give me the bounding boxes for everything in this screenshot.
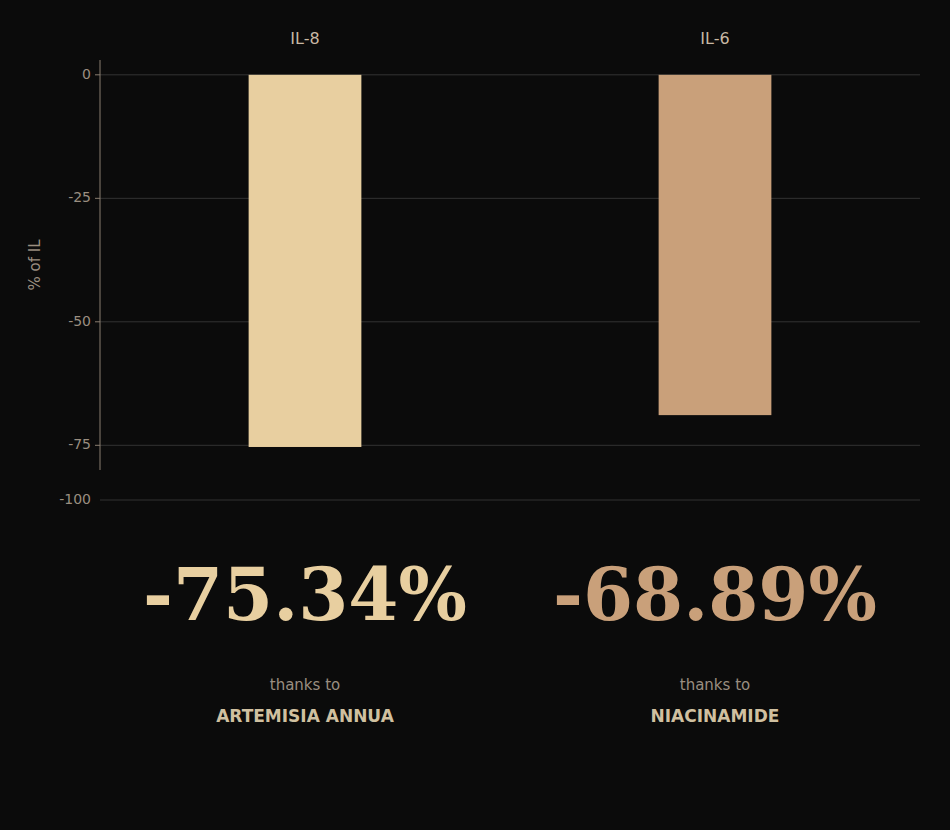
tick-mark bbox=[95, 445, 100, 446]
tick-mark bbox=[95, 74, 100, 75]
grid-line bbox=[100, 198, 920, 199]
bar bbox=[249, 75, 362, 447]
tick-label: -75 bbox=[68, 436, 91, 452]
ingredient-label: NIACINAMIDE bbox=[651, 706, 780, 726]
annotation: thanks to bbox=[680, 676, 750, 694]
tick-mark bbox=[95, 198, 100, 199]
tick-label: -25 bbox=[68, 189, 91, 205]
background bbox=[0, 0, 950, 830]
category-label: IL-8 bbox=[290, 29, 319, 48]
tick-label: 0 bbox=[82, 66, 91, 82]
chart-container: 0 -25 -50 -75 % of IL IL-8 IL-6 -100 thanks to th… bbox=[0, 0, 950, 830]
annotation: -100 bbox=[59, 491, 91, 507]
grid-line bbox=[100, 321, 920, 322]
ingredient-label: ARTEMISIA ANNUA bbox=[216, 706, 394, 726]
tick-label: -50 bbox=[68, 313, 91, 329]
annotation: thanks to bbox=[270, 676, 340, 694]
y-axis-label: % of IL bbox=[26, 239, 44, 291]
bars bbox=[249, 75, 772, 447]
category-label: IL-6 bbox=[700, 29, 729, 48]
grid bbox=[95, 75, 920, 445]
y-axis-line bbox=[100, 60, 101, 470]
chart-svg: 0 -25 -50 -75 % of IL IL-8 IL-6 -100 thanks to th… bbox=[0, 0, 950, 830]
bar bbox=[659, 75, 772, 415]
page: {"chart_data": {"type": "bar", "ylabel":… bbox=[0, 0, 950, 830]
reference-line bbox=[100, 500, 920, 501]
data-label: -75.34% bbox=[143, 552, 467, 637]
tick-mark bbox=[95, 321, 100, 322]
grid-line bbox=[100, 74, 920, 75]
grid-line bbox=[100, 445, 920, 446]
data-label: -68.89% bbox=[553, 552, 877, 637]
